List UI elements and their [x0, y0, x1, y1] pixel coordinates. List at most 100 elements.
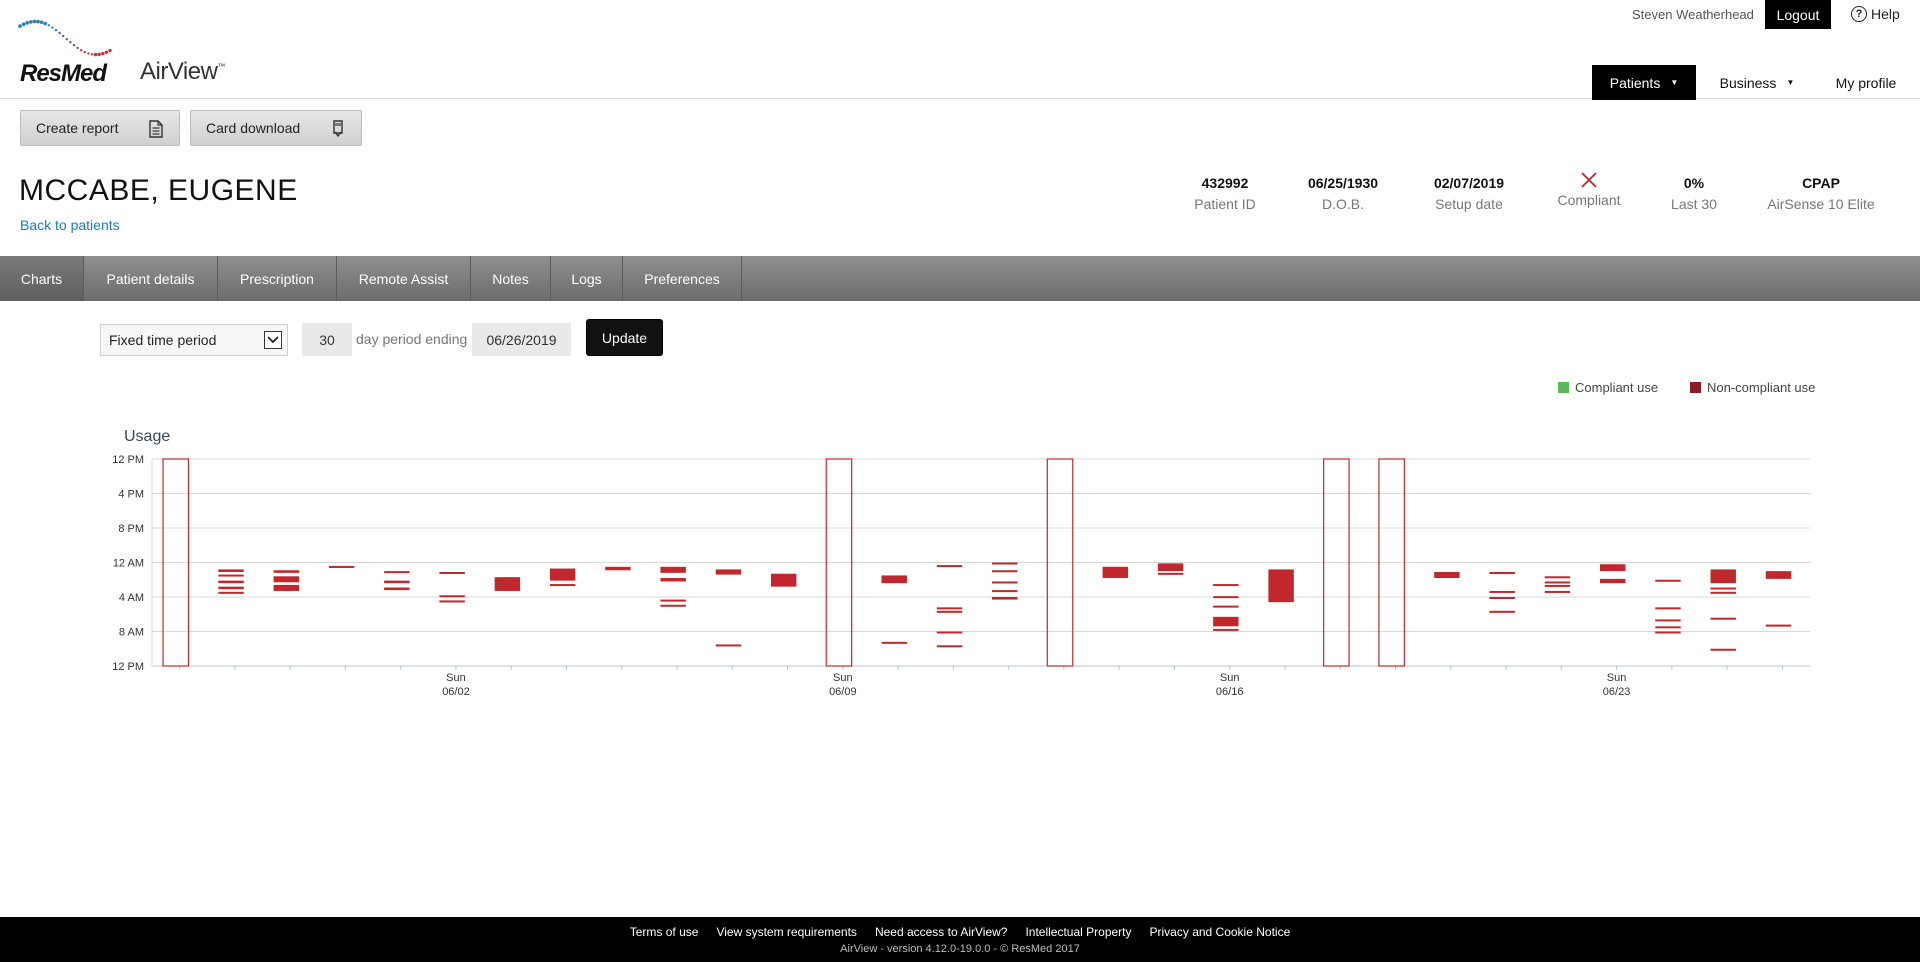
- x-tick-label-day: Sun: [1220, 672, 1240, 684]
- stat-last-30: 0% Last 30: [1664, 175, 1724, 212]
- document-icon: [149, 120, 163, 138]
- tab-prescription[interactable]: Prescription: [218, 256, 337, 301]
- last-30-value: 0%: [1683, 175, 1705, 191]
- patient-id-label: Patient ID: [1194, 196, 1256, 212]
- stat-patient-id: 432992 Patient ID: [1188, 175, 1262, 212]
- period-text: day period ending: [356, 331, 468, 347]
- update-button[interactable]: Update: [586, 319, 663, 356]
- legend-non-compliant-label: Non-compliant use: [1707, 380, 1816, 395]
- app-name-text: AirView: [140, 58, 218, 85]
- usage-chart: 12 PM 4 PM 8 PM 12 AM 4 AM 8 AM 12 PM Sun 06/02 S…: [112, 454, 1810, 698]
- tab-patient-details[interactable]: Patient details: [84, 256, 218, 301]
- nav-patients-label: Patients: [1609, 74, 1661, 91]
- usage-bar: [992, 597, 1018, 600]
- usage-bar: [439, 595, 465, 598]
- y-tick-label: 12 PM: [112, 454, 144, 466]
- usage-bar: [1489, 610, 1515, 613]
- x-tick-label-day: Sun: [446, 672, 466, 684]
- tab-logs[interactable]: Logs: [551, 256, 623, 301]
- usage-bar: [660, 599, 686, 602]
- legend-compliant: Compliant use: [1558, 380, 1658, 395]
- usage-bar: [1710, 587, 1736, 590]
- nav-business[interactable]: Business ▼: [1707, 65, 1807, 100]
- usage-bar: [1157, 572, 1184, 575]
- usage-bar: [384, 580, 410, 584]
- y-tick-label: 4 AM: [119, 592, 144, 604]
- x-tick-label-date: 06/02: [442, 686, 470, 698]
- y-tick-label: 8 AM: [119, 627, 144, 639]
- usage-bar: [992, 562, 1018, 565]
- chevron-down-icon: ▼: [1670, 78, 1679, 87]
- usage-bar: [1102, 566, 1129, 579]
- no-data-column: [825, 458, 853, 667]
- usage-bar: [1765, 624, 1792, 627]
- usage-bar: [1655, 607, 1681, 610]
- stat-dob: 06/25/1930 D.O.B.: [1298, 175, 1388, 212]
- card-download-button[interactable]: Card download: [190, 110, 362, 146]
- footer-system-requirements-link[interactable]: View system requirements: [716, 925, 857, 939]
- app-name: AirView™: [140, 58, 225, 86]
- usage-bar: [1489, 590, 1515, 593]
- usage-bar: [660, 578, 686, 582]
- usage-bar: [1765, 571, 1792, 579]
- tab-notes[interactable]: Notes: [471, 256, 551, 301]
- usage-bar: [1157, 563, 1184, 572]
- usage-bar: [549, 584, 576, 587]
- usage-bar: [1213, 596, 1239, 599]
- usage-bar: [1599, 564, 1626, 572]
- usage-bar: [1213, 584, 1239, 587]
- usage-bar: [770, 573, 797, 587]
- resmed-logo[interactable]: ResMed: [18, 14, 138, 87]
- nav-my-profile[interactable]: My profile: [1820, 65, 1912, 100]
- footer-terms-link[interactable]: Terms of use: [629, 925, 699, 939]
- x-tick-label-day: Sun: [833, 672, 853, 684]
- usage-bar: [1710, 591, 1736, 594]
- usage-bar: [1655, 631, 1681, 634]
- usage-bar: [384, 571, 410, 574]
- help-link[interactable]: ? Help: [1851, 6, 1900, 22]
- usage-bar: [936, 645, 963, 648]
- chevron-down-icon: ▼: [1786, 78, 1795, 87]
- user-name: Steven Weatherhead: [1632, 7, 1754, 22]
- x-tick-label-date: 06/09: [829, 686, 857, 698]
- tab-preferences[interactable]: Preferences: [623, 256, 742, 301]
- tab-charts[interactable]: Charts: [0, 256, 84, 301]
- footer-intellectual-property-link[interactable]: Intellectual Property: [1025, 925, 1132, 939]
- footer-need-access-link[interactable]: Need access to AirView?: [874, 925, 1008, 939]
- create-report-button[interactable]: Create report: [20, 110, 180, 146]
- patient-tabs: Charts Patient details Prescription Remo…: [0, 256, 1920, 301]
- chart-title: Usage: [124, 428, 171, 445]
- usage-bar: [494, 577, 521, 591]
- footer-version: AirView - version 4.12.0-19.0.0 - © ResM…: [840, 943, 1080, 955]
- create-report-label: Create report: [36, 120, 119, 136]
- device-mode-value: CPAP: [1802, 175, 1840, 191]
- footer-privacy-link[interactable]: Privacy and Cookie Notice: [1149, 925, 1291, 939]
- logo-text: ResMed: [20, 60, 107, 87]
- period-type-select[interactable]: Fixed time period: [100, 324, 288, 356]
- back-to-patients-link[interactable]: Back to patients: [20, 217, 120, 233]
- usage-bar: [1544, 576, 1571, 579]
- trademark: ™: [217, 62, 225, 71]
- usage-bar: [273, 584, 300, 591]
- no-data-column: [162, 458, 190, 667]
- period-end-date-input[interactable]: [472, 323, 571, 356]
- tab-remote-assist[interactable]: Remote Assist: [337, 256, 471, 301]
- patient-id-value: 432992: [1201, 175, 1249, 191]
- usage-bar: [218, 580, 244, 584]
- usage-bar: [1544, 584, 1571, 587]
- legend-compliant-swatch: [1558, 382, 1569, 393]
- y-tick-label: 8 PM: [118, 523, 144, 535]
- y-tick-label: 12 PM: [112, 661, 144, 673]
- period-type-value: Fixed time period: [109, 332, 217, 348]
- legend-non-compliant-swatch: [1690, 382, 1701, 393]
- period-days-input[interactable]: [302, 323, 352, 356]
- nav-patients[interactable]: Patients ▼: [1592, 65, 1696, 100]
- usage-bar: [1544, 590, 1571, 593]
- usage-bar: [218, 586, 244, 590]
- usage-bar: [1213, 628, 1239, 631]
- usage-bar: [1489, 571, 1515, 574]
- logout-button[interactable]: Logout: [1765, 0, 1831, 29]
- usage-bar: [1268, 569, 1294, 603]
- usage-bar: [273, 576, 300, 583]
- x-tick-label-date: 06/16: [1216, 686, 1244, 698]
